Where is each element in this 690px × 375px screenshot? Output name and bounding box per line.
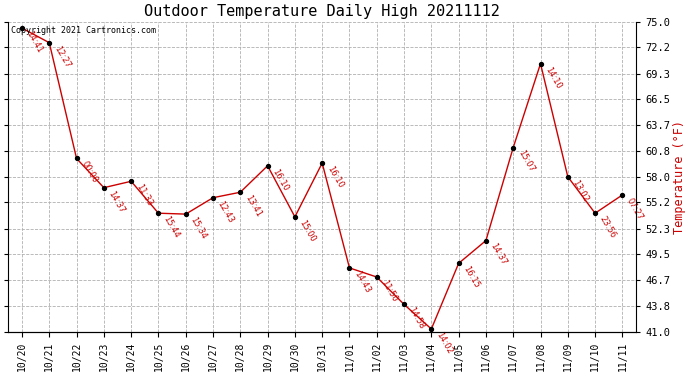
Point — [153, 210, 164, 216]
Text: 14:37: 14:37 — [489, 242, 509, 267]
Point — [371, 274, 382, 280]
Point — [589, 210, 600, 216]
Point — [262, 163, 273, 169]
Text: 13:02: 13:02 — [571, 178, 591, 203]
Text: 14:10: 14:10 — [543, 65, 563, 90]
Point — [71, 156, 82, 162]
Point — [399, 302, 410, 307]
Text: 12:43: 12:43 — [216, 199, 235, 224]
Text: 15:44: 15:44 — [161, 214, 181, 240]
Text: 14:37: 14:37 — [107, 189, 126, 214]
Point — [289, 214, 300, 220]
Point — [508, 144, 519, 150]
Point — [99, 184, 110, 190]
Text: 14:41: 14:41 — [25, 30, 44, 54]
Point — [617, 192, 628, 198]
Point — [317, 160, 328, 166]
Y-axis label: Temperature (°F): Temperature (°F) — [673, 120, 686, 234]
Text: 15:07: 15:07 — [516, 149, 535, 174]
Text: 15:00: 15:00 — [297, 218, 317, 243]
Point — [208, 195, 219, 201]
Point — [126, 178, 137, 184]
Text: 11:50: 11:50 — [380, 278, 400, 303]
Text: 15:34: 15:34 — [188, 216, 208, 241]
Title: Outdoor Temperature Daily High 20211112: Outdoor Temperature Daily High 20211112 — [144, 4, 500, 19]
Text: 00:00: 00:00 — [79, 160, 99, 185]
Text: 16:15: 16:15 — [462, 265, 481, 290]
Text: 14:58: 14:58 — [407, 306, 426, 331]
Point — [535, 61, 546, 67]
Text: 07:27: 07:27 — [625, 196, 645, 222]
Text: 13:41: 13:41 — [243, 194, 263, 219]
Point — [344, 265, 355, 271]
Text: 23:56: 23:56 — [598, 214, 618, 240]
Point — [43, 40, 55, 46]
Point — [480, 237, 491, 243]
Text: 14:43: 14:43 — [353, 269, 372, 294]
Text: 16:10: 16:10 — [270, 167, 290, 192]
Point — [562, 174, 573, 180]
Point — [17, 25, 28, 31]
Text: 12:27: 12:27 — [52, 44, 72, 69]
Text: 14:02: 14:02 — [434, 330, 454, 356]
Point — [235, 189, 246, 195]
Point — [426, 326, 437, 332]
Text: 16:10: 16:10 — [325, 165, 345, 190]
Text: Copyright 2021 Cartronics.com: Copyright 2021 Cartronics.com — [12, 26, 157, 35]
Point — [180, 211, 191, 217]
Text: 11:33: 11:33 — [134, 183, 154, 208]
Point — [453, 260, 464, 266]
